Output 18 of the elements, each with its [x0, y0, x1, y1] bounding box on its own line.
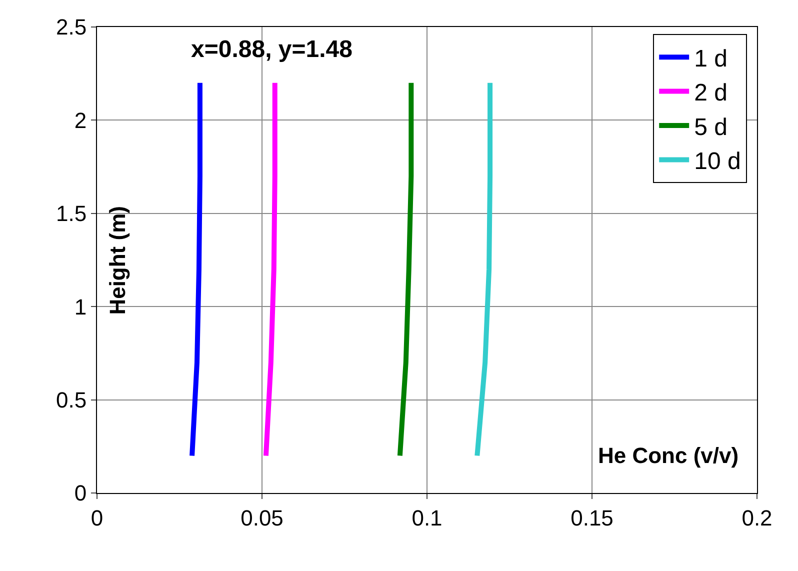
- x-tick-label: 0: [90, 505, 104, 530]
- y-tick-label: 2: [74, 108, 87, 133]
- y-tick-label: 2.5: [56, 14, 87, 40]
- y-tick-label: 1: [74, 294, 87, 320]
- annotation: x=0.88, y=1.48: [191, 36, 352, 63]
- y-axis-title: Height (m): [104, 206, 130, 315]
- x-tick-label: 0.1: [412, 505, 442, 530]
- x-tick-label: 0.15: [570, 505, 614, 530]
- y-tick-label: 1.5: [56, 201, 87, 226]
- legend-label: 2 d: [694, 80, 728, 107]
- legend-label: 5 d: [694, 114, 728, 141]
- legend-label: 1 d: [694, 45, 728, 72]
- y-tick-label: 0: [74, 480, 87, 506]
- legend-label: 10 d: [694, 148, 741, 176]
- x-axis-title: He Conc (v/v): [598, 443, 739, 468]
- x-tick-label: 0.2: [742, 505, 772, 530]
- x-tick-label: 0.05: [240, 505, 284, 530]
- y-tick-label: 0.5: [56, 388, 87, 412]
